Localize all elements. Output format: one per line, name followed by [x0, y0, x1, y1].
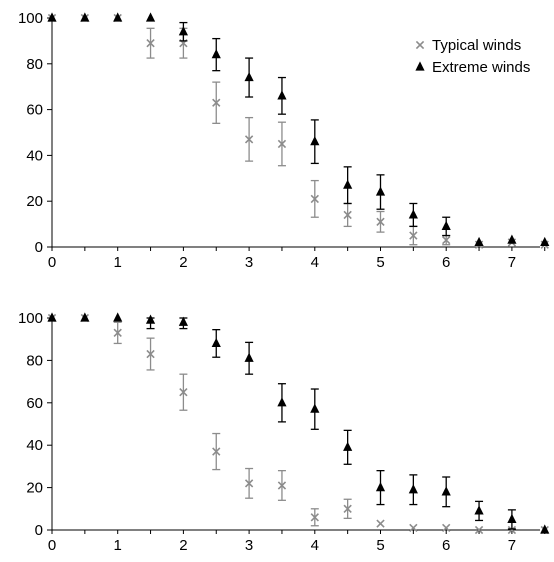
- top-x-tick-label: 2: [179, 254, 187, 271]
- top-y-tick-label: 60: [26, 102, 43, 119]
- bottom-typical-point: [343, 504, 352, 513]
- top-x-tick-label: 4: [311, 254, 319, 271]
- top-typical-point: [212, 98, 221, 107]
- legend-extreme-marker: [415, 61, 425, 71]
- bottom-y-tick-label: 0: [35, 522, 43, 539]
- legend: Typical winds Extreme winds: [415, 37, 530, 76]
- top-y-tick-label: 0: [35, 239, 43, 256]
- bottom-y-tick-label: 40: [26, 437, 43, 454]
- bottom-typical-point: [212, 447, 221, 456]
- top-extreme-point: [375, 186, 386, 196]
- bottom-extreme-point: [113, 312, 123, 322]
- bottom-typical-point: [277, 481, 287, 490]
- bottom-extreme-point: [145, 314, 156, 324]
- legend-label-extreme: Extreme winds: [432, 59, 530, 76]
- bottom-y-tick-label: 80: [26, 352, 43, 369]
- bottom-extreme-point: [244, 352, 254, 362]
- top-extreme-point: [145, 12, 156, 22]
- top-extreme-point: [113, 12, 123, 22]
- bottom-typical-point: [507, 525, 517, 535]
- bottom-extreme-point: [211, 337, 221, 348]
- top-typical-point: [442, 235, 451, 245]
- bottom-x-tick-label: 1: [114, 537, 122, 554]
- top-extreme-point: [80, 12, 90, 22]
- top-extreme-point: [277, 90, 287, 100]
- top-extreme-point: [343, 179, 353, 189]
- bottom-x-tick-label: 7: [508, 537, 516, 554]
- bottom-x-tick-label: 6: [442, 537, 450, 554]
- bottom-extreme-point: [178, 316, 188, 326]
- top-x-tick-label: 6: [442, 254, 450, 271]
- top-extreme-point: [178, 26, 188, 36]
- bottom-extreme-point: [408, 484, 418, 494]
- top-extreme-point: [474, 236, 484, 247]
- bottom-typical-point: [146, 349, 155, 359]
- bottom-y-tick-label: 20: [26, 480, 43, 497]
- bottom-x-tick-label: 0: [48, 537, 56, 554]
- bottom-extreme-point: [375, 482, 386, 492]
- top-extreme-point: [408, 209, 418, 219]
- top-x-tick-label: 5: [376, 254, 384, 271]
- bottom-y-tick-label: 60: [26, 395, 43, 412]
- top-x-tick-label: 0: [48, 254, 56, 271]
- bottom-extreme-point: [507, 513, 517, 523]
- bottom-typical-point: [409, 523, 418, 533]
- top-extreme-point: [244, 71, 254, 82]
- top-typical-point: [146, 39, 155, 48]
- bottom-extreme-point: [343, 441, 353, 451]
- top-typical-point: [244, 135, 254, 144]
- bottom-panel: 0 20 40 60 80 100 0 1 2 3 4 5 6 7: [18, 310, 550, 554]
- top-typical-point: [343, 210, 352, 220]
- bottom-typical-point: [376, 519, 385, 528]
- bottom-x-tick-label: 4: [311, 537, 319, 554]
- top-extreme-point: [441, 220, 451, 230]
- top-typical-point: [310, 194, 319, 204]
- top-typical-point: [376, 217, 385, 226]
- top-x-tick-label: 3: [245, 254, 253, 271]
- bottom-extreme-point: [47, 312, 57, 322]
- bottom-y-tick-label: 100: [18, 310, 43, 327]
- bottom-typical-point: [244, 479, 254, 488]
- top-y-tick-label: 20: [26, 193, 43, 210]
- top-y-tick-label: 80: [26, 56, 43, 73]
- bottom-extreme-point: [277, 397, 287, 407]
- bottom-extreme-point: [474, 505, 484, 515]
- bottom-typical-point: [179, 388, 188, 397]
- top-y-tick-label: 40: [26, 147, 43, 164]
- bottom-x-tick-label: 3: [245, 537, 253, 554]
- top-extreme-point: [47, 12, 57, 22]
- top-x-tick-label: 7: [508, 254, 516, 271]
- top-extreme-point: [310, 136, 320, 146]
- top-extreme-point: [540, 236, 550, 247]
- bottom-extreme-point: [80, 312, 90, 322]
- top-panel: 0 20 40 60 80 100 0 1 2 3 4 5 6 7: [18, 10, 550, 271]
- legend-extreme-triangle-mark: [415, 61, 425, 71]
- legend-label-typical: Typical winds: [432, 37, 521, 54]
- top-typical-point: [277, 139, 287, 149]
- bottom-extreme-point: [310, 403, 320, 413]
- bottom-extreme-point: [540, 524, 550, 534]
- top-y-tick-label: 100: [18, 10, 43, 27]
- bottom-x-tick-label: 5: [376, 537, 384, 554]
- bottom-x-tick-label: 2: [179, 537, 187, 554]
- bottom-typical-point: [310, 513, 319, 522]
- bottom-extreme-point: [441, 486, 451, 496]
- top-typical-point: [409, 231, 418, 240]
- bottom-typical-point: [474, 525, 484, 535]
- bottom-typical-point: [442, 523, 451, 533]
- top-x-tick-label: 1: [114, 254, 122, 271]
- legend-typical-x-mark: [415, 40, 425, 50]
- legend-typical-marker: [415, 40, 425, 50]
- top-extreme-point: [211, 49, 221, 59]
- top-extreme-point: [507, 234, 517, 244]
- bottom-typical-point: [113, 328, 122, 338]
